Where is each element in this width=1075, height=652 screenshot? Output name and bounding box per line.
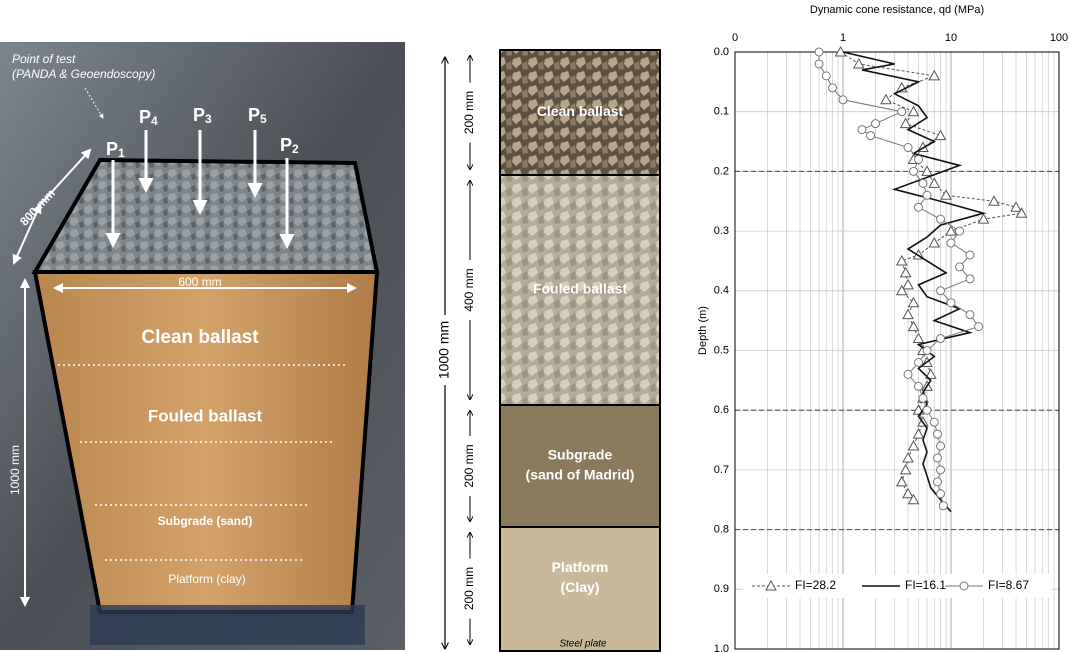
data-point bbox=[923, 406, 931, 414]
x-axis-title: Dynamic cone resistance, qd (MPa) bbox=[810, 4, 984, 16]
dim-label: 1000 mm bbox=[436, 321, 452, 379]
dim-label: 400 mm bbox=[462, 268, 476, 311]
y-tick-label: 0.3 bbox=[714, 225, 729, 237]
y-tick-label: 1.0 bbox=[714, 643, 729, 652]
point-main: P bbox=[139, 107, 151, 127]
dim-label: 600 mm bbox=[178, 275, 221, 289]
data-point bbox=[937, 442, 945, 450]
layer-diagram: 1000 mm Steel plate 200 mm Clean ballast 4… bbox=[436, 50, 660, 651]
tarp bbox=[90, 605, 365, 645]
figure: Point of test (PANDA & Geoendoscopy) P1P… bbox=[0, 0, 1075, 652]
data-point bbox=[872, 120, 880, 128]
data-point bbox=[829, 84, 837, 92]
data-point bbox=[822, 72, 830, 80]
data-point bbox=[947, 299, 955, 307]
data-point bbox=[815, 48, 823, 56]
data-point bbox=[923, 191, 931, 199]
point-main: P bbox=[193, 105, 205, 125]
data-point bbox=[937, 490, 945, 498]
data-point bbox=[947, 239, 955, 247]
y-tick-label: 0.0 bbox=[714, 46, 729, 58]
legend-label: FI=8.67 bbox=[988, 578, 1029, 592]
layer-label: Subgrade (sand) bbox=[158, 514, 253, 528]
y-axis-title: Depth (m) bbox=[697, 306, 709, 355]
data-point bbox=[966, 251, 974, 259]
data-point bbox=[975, 323, 983, 331]
data-point bbox=[910, 167, 918, 175]
data-point bbox=[939, 502, 947, 510]
data-point bbox=[966, 275, 974, 283]
test-note: Point of test bbox=[12, 52, 76, 66]
data-point bbox=[867, 132, 875, 140]
legend-marker bbox=[960, 582, 968, 590]
data-point bbox=[914, 382, 922, 390]
y-tick-label: 0.1 bbox=[714, 106, 729, 118]
data-point bbox=[937, 335, 945, 343]
y-tick-label: 0.5 bbox=[714, 344, 729, 356]
data-point bbox=[858, 126, 866, 134]
photo: Point of test (PANDA & Geoendoscopy) P1P… bbox=[0, 42, 405, 650]
data-point bbox=[923, 347, 931, 355]
data-point bbox=[898, 108, 906, 116]
data-point bbox=[934, 454, 942, 462]
data-point bbox=[914, 358, 922, 366]
data-point bbox=[937, 215, 945, 223]
point-sub: 3 bbox=[205, 112, 212, 126]
layer-name: Platform bbox=[552, 559, 609, 575]
chart: 0 1 10 100 0.0 0.1 0.2 0.3 0.4 0.5 0.6 0.7 0.8 0.9 1.0… bbox=[697, 4, 1068, 652]
layer-label: Fouled ballast bbox=[148, 406, 263, 425]
layer-name: Fouled ballast bbox=[533, 281, 627, 297]
data-point bbox=[937, 466, 945, 474]
layer-name: Clean ballast bbox=[537, 103, 624, 119]
point-sub: 2 bbox=[292, 142, 299, 156]
legend-label: FI=28.2 bbox=[795, 578, 836, 592]
layer-name: Subgrade bbox=[548, 447, 613, 463]
data-point bbox=[966, 311, 974, 319]
x-tick-label: 0 bbox=[732, 32, 738, 44]
dim-label: 200 mm bbox=[462, 444, 476, 487]
data-point bbox=[934, 430, 942, 438]
point-sub: 1 bbox=[118, 146, 125, 160]
layer-label: Clean ballast bbox=[141, 327, 259, 348]
point-main: P bbox=[106, 139, 118, 159]
y-tick-label: 0.6 bbox=[714, 404, 729, 416]
point-main: P bbox=[248, 105, 260, 125]
data-point bbox=[919, 394, 927, 402]
dim-label: 200 mm bbox=[462, 567, 476, 610]
data-point bbox=[937, 287, 945, 295]
point-sub: 5 bbox=[260, 112, 267, 126]
data-point bbox=[914, 203, 922, 211]
point-main: P bbox=[280, 135, 292, 155]
data-point bbox=[815, 60, 823, 68]
dim-label: 1000 mm bbox=[8, 445, 22, 495]
layer-name: (Clay) bbox=[561, 579, 600, 595]
data-point bbox=[930, 418, 938, 426]
data-point bbox=[934, 478, 942, 486]
y-tick-label: 0.8 bbox=[714, 524, 729, 536]
dim-label: 200 mm bbox=[462, 91, 476, 134]
data-point bbox=[919, 179, 927, 187]
data-point bbox=[839, 96, 847, 104]
base-label: Steel plate bbox=[559, 639, 607, 650]
point-sub: 4 bbox=[151, 114, 158, 128]
y-tick-label: 0.4 bbox=[714, 285, 729, 297]
legend-label: FI=16.1 bbox=[905, 578, 946, 592]
data-point bbox=[904, 144, 912, 152]
y-tick-label: 0.9 bbox=[714, 583, 729, 595]
layer-name: (sand of Madrid) bbox=[526, 467, 635, 483]
data-point bbox=[904, 370, 912, 378]
data-point bbox=[914, 155, 922, 163]
y-tick-label: 0.2 bbox=[714, 165, 729, 177]
data-point bbox=[956, 263, 964, 271]
y-tick-label: 0.7 bbox=[714, 464, 729, 476]
x-tick-label: 1 bbox=[840, 32, 846, 44]
test-note: (PANDA & Geoendoscopy) bbox=[12, 67, 155, 81]
x-tick-label: 10 bbox=[945, 32, 957, 44]
data-point bbox=[956, 227, 964, 235]
layer-label: Platform (clay) bbox=[168, 572, 245, 586]
x-tick-label: 100 bbox=[1050, 32, 1068, 44]
